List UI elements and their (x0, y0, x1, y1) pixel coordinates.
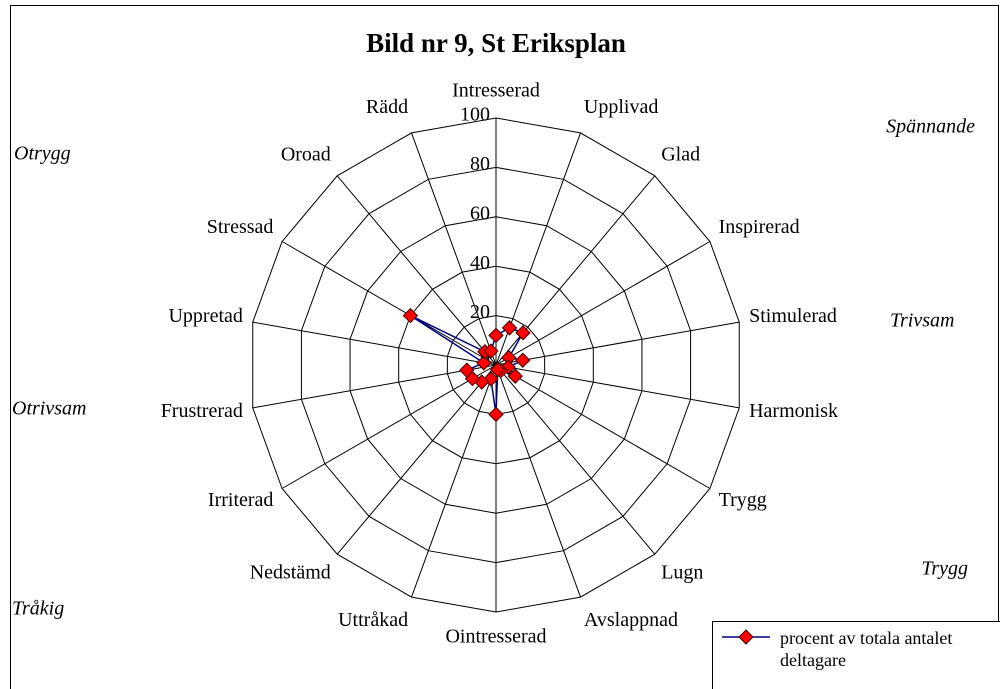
category-label: Nedstämd (250, 562, 331, 584)
annotation: Tråkig (12, 598, 64, 620)
spoke (495, 364, 740, 409)
data-point (489, 361, 506, 378)
category-label: Lugn (661, 562, 703, 584)
spoke (495, 241, 711, 366)
data-point (483, 343, 499, 359)
data-point (515, 325, 531, 341)
spoke (495, 364, 711, 489)
category-label: Stressad (207, 216, 274, 238)
category-label: Trygg (719, 489, 767, 511)
spoke (336, 364, 497, 555)
spoke (495, 364, 581, 598)
annotation: Otrivsam (12, 398, 86, 420)
category-label: Rädd (366, 96, 408, 118)
spoke (252, 364, 497, 409)
category-label: Frustrerad (161, 400, 243, 422)
annotation: Trygg (921, 558, 968, 580)
data-point (501, 320, 518, 336)
legend-box (712, 621, 1000, 689)
category-label: Uppretad (168, 305, 242, 327)
r-tick-label: 100 (460, 104, 490, 126)
spoke (411, 132, 497, 366)
data-point (402, 307, 419, 324)
spoke (281, 241, 497, 366)
category-label: Irriterad (208, 489, 274, 511)
category-label: Inspirerad (719, 216, 800, 238)
data-point (488, 406, 504, 423)
annotation: Trivsam (890, 310, 954, 332)
annotation: Spännande (886, 116, 975, 138)
data-point (515, 352, 531, 368)
r-tick-label: 20 (470, 301, 490, 323)
spoke (336, 175, 497, 366)
data-point (476, 355, 492, 371)
category-label: Oroad (281, 143, 331, 165)
legend-label: procent av totala antalet deltagare (780, 628, 953, 670)
r-tick-label: 80 (470, 153, 490, 175)
r-tick-label: 60 (470, 202, 490, 224)
category-label: Intresserad (452, 80, 540, 102)
category-label: Uttråkad (338, 609, 408, 631)
data-point (488, 327, 504, 344)
data-point (459, 362, 475, 378)
category-label: Avslappnad (584, 609, 678, 631)
spoke (281, 364, 497, 489)
data-point (507, 368, 523, 384)
category-label: Stimulerad (749, 305, 837, 327)
category-label: Upplivad (584, 96, 658, 118)
category-label: Ointresserad (445, 626, 546, 648)
spoke (252, 321, 497, 366)
category-label: Glad (661, 143, 700, 165)
category-label: Harmonisk (749, 400, 838, 422)
chart-border (10, 5, 999, 689)
r-tick-label: 40 (470, 252, 490, 274)
annotation: Otrygg (14, 143, 71, 165)
spoke (411, 364, 497, 598)
spoke (495, 321, 740, 366)
spoke (495, 364, 656, 555)
legend-marker (738, 629, 754, 645)
chart-title: Bild nr 9, St Eriksplan (366, 28, 626, 58)
